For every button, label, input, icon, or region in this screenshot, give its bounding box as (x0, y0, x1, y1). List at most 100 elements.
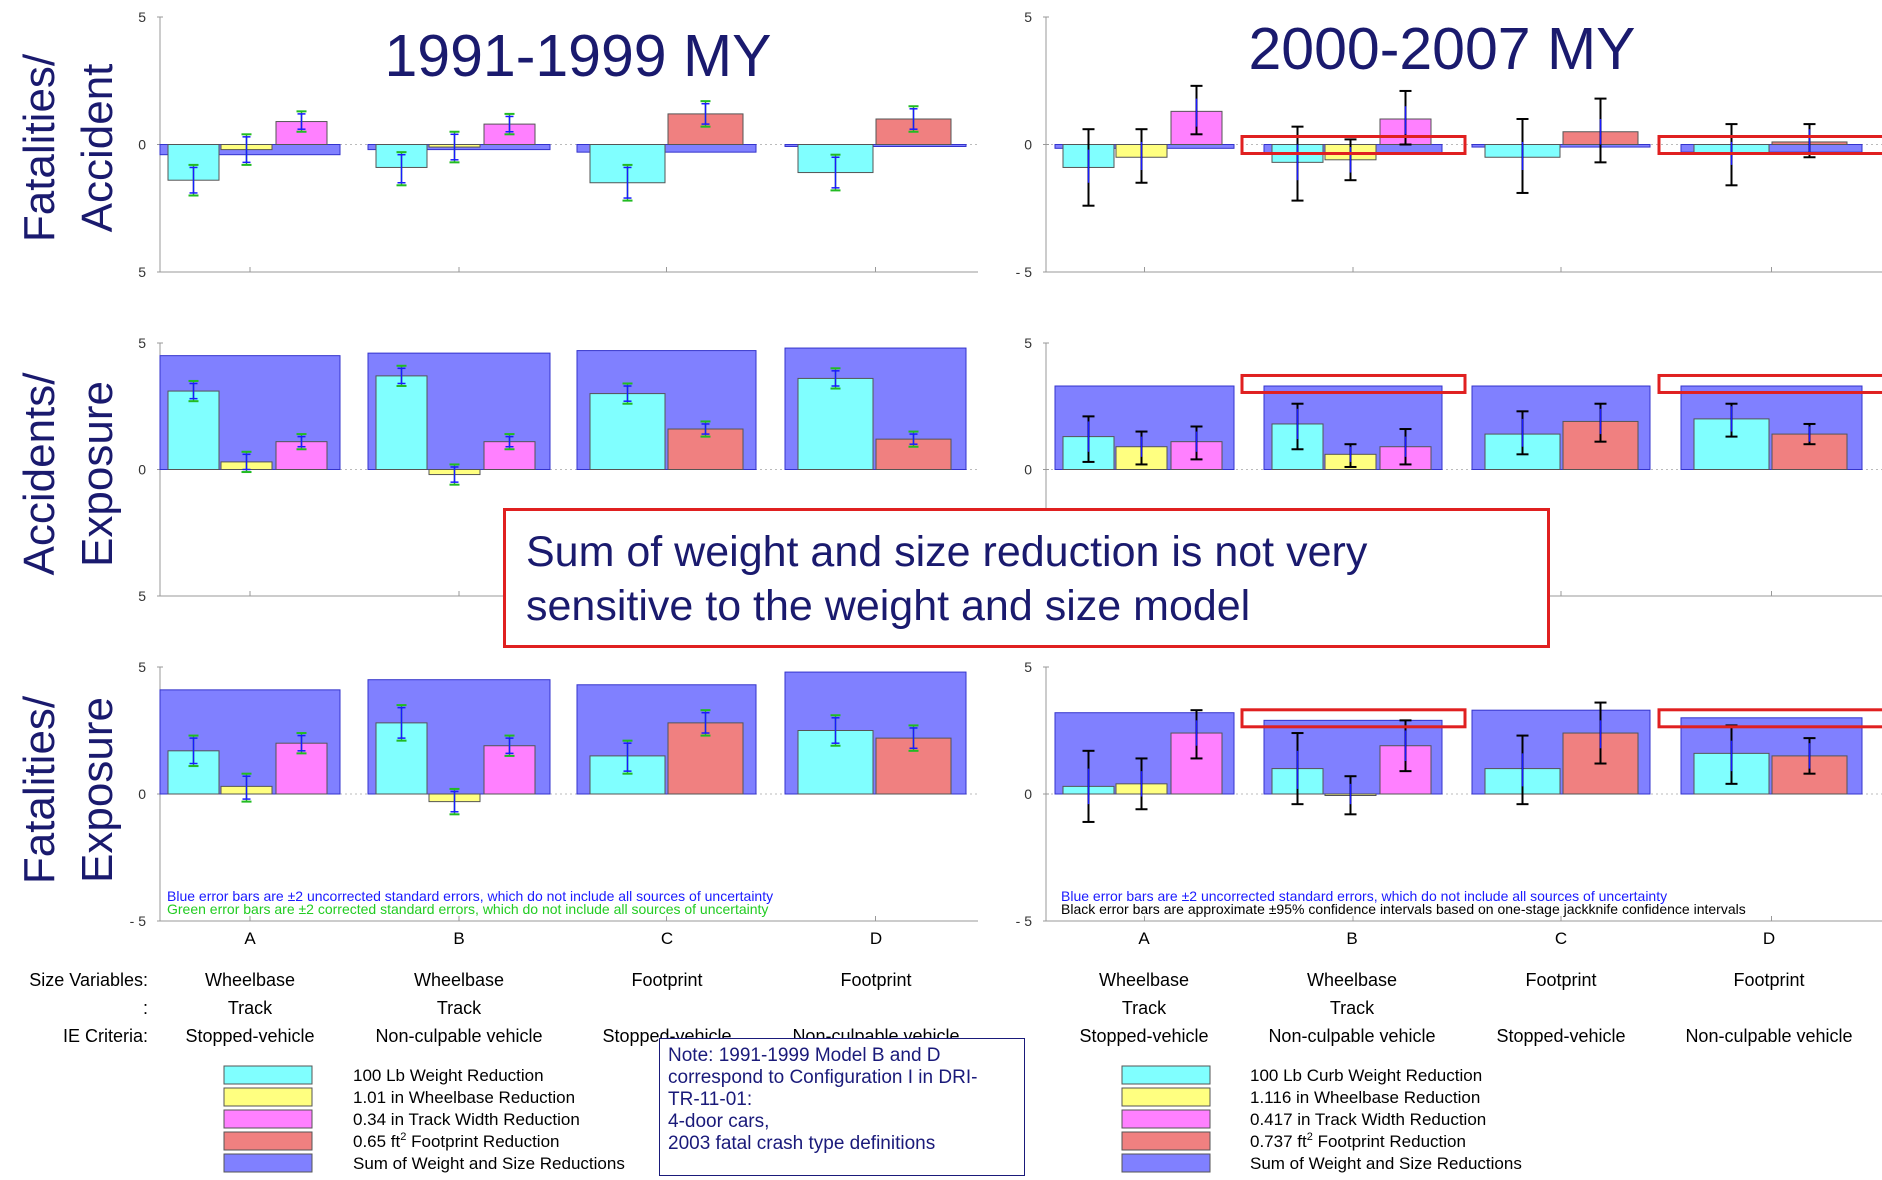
title-left: 1991-1999 MY (384, 23, 771, 89)
row-label-3-line1: Fatalities/ (15, 695, 64, 884)
y-tick-label: - 5 (1016, 913, 1033, 929)
size-variable-1: Wheelbase (1307, 970, 1397, 990)
note-box: Note: 1991-1999 Model B and D correspond… (659, 1038, 1025, 1176)
model-label: A (244, 929, 256, 948)
ie-criteria: Non-culpable vehicle (1268, 1026, 1435, 1046)
row-label-3-line2: Exposure (73, 697, 122, 883)
model-label: B (453, 929, 464, 948)
panel-1: 5 0 5 (138, 9, 978, 280)
table-left-c: C Footprint Stopped-vehicle (602, 929, 731, 1046)
highlight-box (1240, 373, 1467, 394)
legend-swatch-sum (1121, 1153, 1211, 1173)
table-right-d: D Footprint Non-culpable vehicle (1685, 929, 1852, 1046)
y-tick-label: - 5 (130, 913, 147, 929)
legend-swatch-track (1121, 1109, 1211, 1129)
row-label-1-line2: Accident (73, 64, 122, 233)
y-tick-label: 0 (138, 137, 146, 153)
bar-weight (797, 377, 874, 471)
panel-4: 50- 5 (1016, 335, 1882, 604)
size-variable-2: Track (228, 998, 273, 1018)
model-label: D (870, 929, 882, 948)
table-left-d: D Footprint Non-culpable vehicle (792, 929, 959, 1046)
model-label: C (661, 929, 673, 948)
note-line: 4-door cars, (668, 1111, 770, 1132)
y-tick-label: 5 (138, 588, 146, 604)
legend-swatch-track (223, 1109, 313, 1129)
y-tick-label: 0 (1024, 462, 1032, 478)
footnote-right-blue: Blue error bars are ±2 uncorrected stand… (1061, 888, 1667, 904)
legend-label-weight: 100 Lb Curb Weight Reduction (1250, 1066, 1482, 1085)
callout-line-1: Sum of weight and size reduction is not … (526, 528, 1368, 576)
size-variable-1: Wheelbase (414, 970, 504, 990)
legend-label-footprint: 0.65 ft2 Footprint Reduction (353, 1131, 559, 1151)
y-tick-label: 0 (1024, 786, 1032, 802)
y-tick-label: 0 (1024, 137, 1032, 153)
table-header-size: Size Variables: (29, 970, 148, 990)
panel-2: 5 0 - 5 (1016, 9, 1882, 280)
bar-sum (576, 144, 757, 153)
size-variable-1: Wheelbase (1099, 970, 1189, 990)
size-variable-1: Footprint (1733, 970, 1804, 990)
ie-criteria: Stopped-vehicle (185, 1026, 314, 1046)
panel-3: 5 0 5 (138, 335, 978, 604)
note-line: Note: 1991-1999 Model B and D (668, 1045, 941, 1066)
highlight-box (1240, 135, 1467, 155)
y-tick-label: 5 (1024, 335, 1032, 351)
ie-criteria: Stopped-vehicle (1496, 1026, 1625, 1046)
legend-swatch-footprint (223, 1131, 313, 1151)
row-label-2-line1: Accidents/ (15, 372, 64, 576)
ie-criteria: Non-culpable vehicle (1685, 1026, 1852, 1046)
bar-sum (1471, 144, 1651, 148)
panel-5: 5 0 - 5 (130, 659, 978, 929)
legend-swatch-wheelbase (223, 1087, 313, 1107)
size-variable-2: Track (437, 998, 482, 1018)
legend-label-sum: Sum of Weight and Size Reductions (353, 1154, 625, 1173)
note-line: TR-11-01: (668, 1089, 753, 1110)
highlight-box (1657, 708, 1882, 729)
y-tick-label: 5 (1024, 9, 1032, 25)
legend-label-wheelbase: 1.01 in Wheelbase Reduction (353, 1088, 575, 1107)
model-label: B (1346, 929, 1357, 948)
highlight-box (1240, 708, 1467, 729)
table-right-b: B Wheelbase Track Non-culpable vehicle (1268, 929, 1435, 1046)
legend-left: 100 Lb Weight Reduction 1.01 in Wheelbas… (223, 1065, 625, 1173)
row-label-2-line2: Exposure (73, 381, 122, 567)
legend-label-wheelbase: 1.116 in Wheelbase Reduction (1250, 1088, 1480, 1107)
labels-layer: 1991-1999 MY 2000-2007 MY Fatalities/ Ac… (15, 16, 1853, 1173)
size-variable-1: Footprint (631, 970, 702, 990)
table-left-a: A Wheelbase Track Stopped-vehicle (185, 929, 314, 1046)
legend-label-track: 0.417 in Track Width Reduction (1250, 1110, 1486, 1129)
y-tick-label: 5 (138, 9, 146, 25)
ie-criteria: Non-culpable vehicle (375, 1026, 542, 1046)
legend-footprint-tail: Footprint Reduction (1313, 1132, 1466, 1151)
legend-right: 100 Lb Curb Weight Reduction 1.116 in Wh… (1121, 1065, 1522, 1173)
legend-swatch-footprint (1121, 1131, 1211, 1151)
callout-box: Sum of weight and size reduction is not … (503, 508, 1550, 648)
note-line: 2003 fatal crash type definitions (668, 1133, 936, 1154)
y-tick-label: 5 (138, 335, 146, 351)
legend-footprint-tail: Footprint Reduction (406, 1132, 559, 1151)
bar-weight (167, 390, 220, 471)
table-right-c: C Footprint Stopped-vehicle (1496, 929, 1625, 1046)
y-tick-label: 0 (138, 786, 146, 802)
size-variable-2: Track (1330, 998, 1375, 1018)
footnote-right-black: Black error bars are approximate ±95% co… (1061, 901, 1746, 917)
title-right: 2000-2007 MY (1248, 16, 1635, 82)
legend-footprint-value: 0.65 ft (353, 1132, 401, 1151)
highlight-box (1657, 135, 1882, 155)
panel-6: 5 0 - 5 (1016, 659, 1882, 929)
legend-label-weight: 100 Lb Weight Reduction (353, 1066, 544, 1085)
ie-criteria: Stopped-vehicle (1079, 1026, 1208, 1046)
y-tick-label: 5 (138, 264, 146, 280)
legend-label-sum: Sum of Weight and Size Reductions (1250, 1154, 1522, 1173)
legend-swatch-wheelbase (1121, 1087, 1211, 1107)
y-tick-label: 5 (138, 659, 146, 675)
model-label: D (1763, 929, 1775, 948)
model-label: C (1555, 929, 1567, 948)
y-tick-label: 0 (138, 462, 146, 478)
size-variable-2: Track (1122, 998, 1167, 1018)
legend-label-track: 0.34 in Track Width Reduction (353, 1110, 580, 1129)
note-line: correspond to Configuration I in DRI- (668, 1067, 978, 1088)
table-header-colon: : (143, 998, 148, 1018)
